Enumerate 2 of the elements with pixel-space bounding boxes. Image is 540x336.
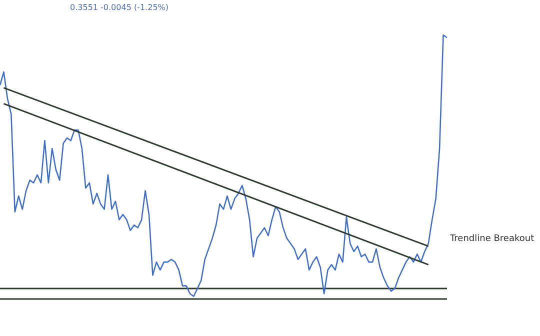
text: 0.3551 -0.0045 (-1.25%) xyxy=(70,3,168,12)
text: Trendline Breakout xyxy=(450,234,534,244)
